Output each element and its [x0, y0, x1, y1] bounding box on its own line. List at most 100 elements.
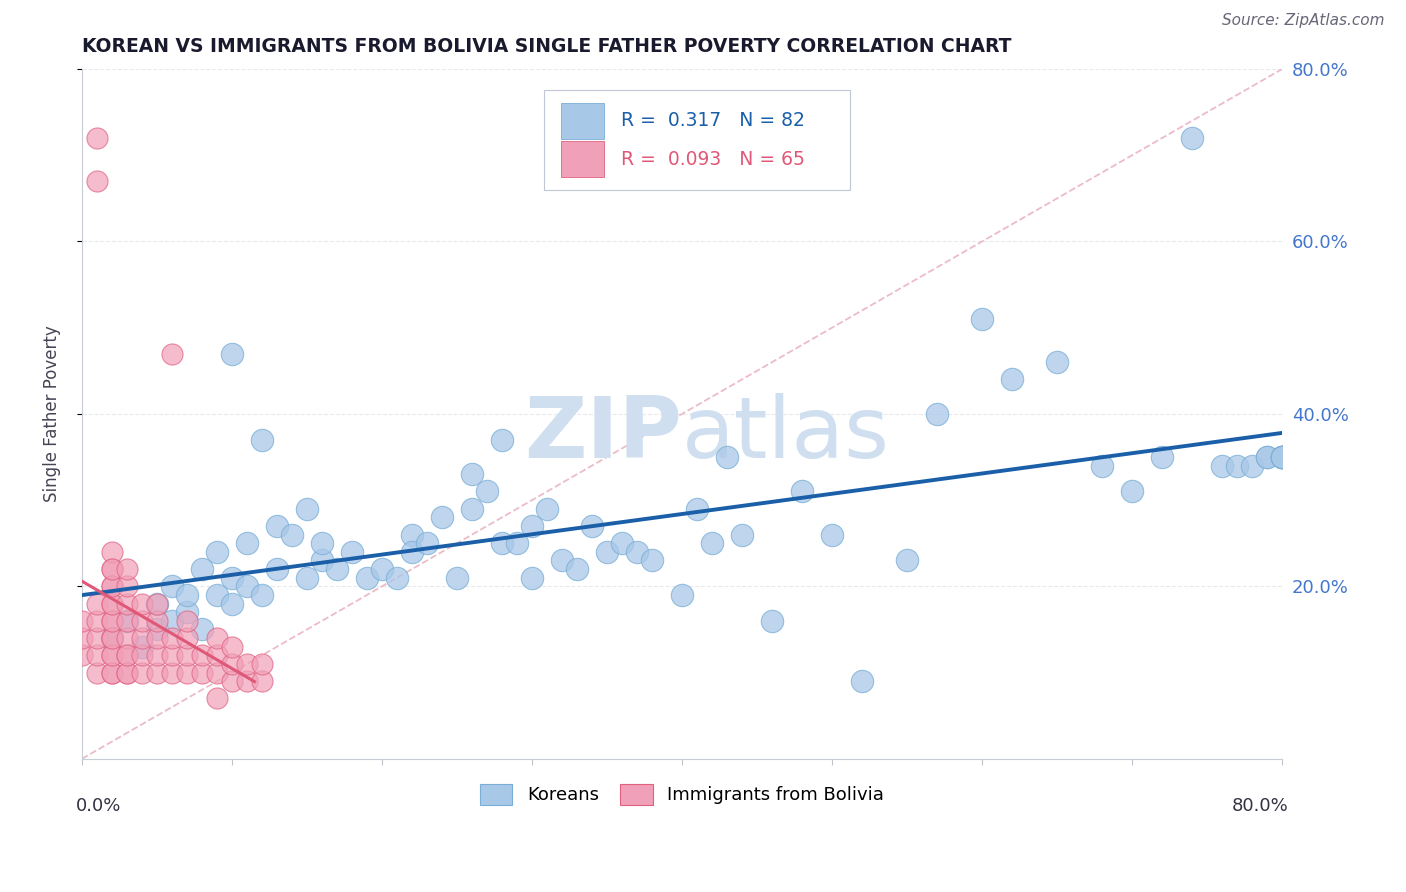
Point [146, 597, 169, 611]
Point [86, 174, 108, 188]
Point [221, 571, 243, 585]
Point [146, 648, 169, 663]
Point [416, 536, 439, 550]
Point [236, 579, 259, 593]
Point [1271, 450, 1294, 464]
Point [340, 545, 363, 559]
Point [506, 536, 529, 550]
Point [610, 536, 633, 550]
Point [101, 631, 124, 645]
Point [581, 519, 603, 533]
Point [1271, 450, 1294, 464]
Point [221, 597, 243, 611]
Point [176, 648, 198, 663]
Point [686, 501, 709, 516]
Point [851, 674, 873, 689]
Point [596, 545, 619, 559]
Point [311, 553, 333, 567]
Y-axis label: Single Father Poverty: Single Father Poverty [44, 326, 60, 502]
Point [176, 588, 198, 602]
Point [295, 571, 318, 585]
Point [160, 614, 183, 628]
Point [131, 640, 153, 654]
Point [475, 484, 498, 499]
Point [86, 614, 108, 628]
Point [356, 571, 378, 585]
Point [86, 665, 108, 680]
Point [716, 450, 738, 464]
Point [115, 665, 138, 680]
Point [520, 519, 543, 533]
Point [146, 623, 169, 637]
Point [101, 562, 124, 576]
Point [115, 614, 138, 628]
Point [311, 536, 333, 550]
FancyBboxPatch shape [544, 90, 851, 190]
Point [401, 527, 423, 541]
Point [205, 665, 228, 680]
Point [551, 553, 574, 567]
Point [1211, 458, 1233, 473]
Point [221, 640, 243, 654]
Point [250, 657, 273, 671]
Point [371, 562, 394, 576]
Text: ZIP: ZIP [524, 393, 682, 476]
Point [101, 597, 124, 611]
Point [266, 519, 288, 533]
Point [221, 346, 243, 360]
Point [236, 536, 259, 550]
Point [1271, 450, 1294, 464]
Point [295, 501, 318, 516]
Point [101, 545, 124, 559]
Point [1271, 450, 1294, 464]
Point [790, 484, 813, 499]
Point [146, 597, 169, 611]
Point [191, 648, 214, 663]
Point [115, 648, 138, 663]
Point [101, 665, 124, 680]
Point [821, 527, 844, 541]
Point [101, 648, 124, 663]
Point [1241, 458, 1264, 473]
Point [101, 614, 124, 628]
Point [671, 588, 693, 602]
Point [1121, 484, 1143, 499]
Point [700, 536, 723, 550]
Point [250, 433, 273, 447]
Point [896, 553, 918, 567]
Point [70, 631, 93, 645]
Point [115, 648, 138, 663]
Point [191, 623, 214, 637]
Bar [561, 103, 605, 138]
Text: 80.0%: 80.0% [1232, 797, 1288, 814]
Point [101, 579, 124, 593]
Point [101, 562, 124, 576]
Point [536, 501, 558, 516]
Point [1001, 372, 1024, 386]
Text: R =  0.317   N = 82: R = 0.317 N = 82 [621, 112, 804, 130]
Point [491, 536, 513, 550]
Point [205, 648, 228, 663]
Point [1046, 355, 1069, 369]
Point [401, 545, 423, 559]
Point [115, 562, 138, 576]
Point [176, 614, 198, 628]
Point [1256, 450, 1278, 464]
Text: R =  0.093   N = 65: R = 0.093 N = 65 [621, 150, 804, 169]
Point [520, 571, 543, 585]
Point [160, 631, 183, 645]
Point [101, 597, 124, 611]
Point [250, 674, 273, 689]
Point [236, 657, 259, 671]
Point [326, 562, 349, 576]
Point [1152, 450, 1174, 464]
Point [927, 407, 949, 421]
Point [131, 648, 153, 663]
Point [236, 674, 259, 689]
Point [101, 665, 124, 680]
Point [101, 631, 124, 645]
Point [281, 527, 304, 541]
Point [1226, 458, 1249, 473]
Point [101, 579, 124, 593]
Point [115, 597, 138, 611]
